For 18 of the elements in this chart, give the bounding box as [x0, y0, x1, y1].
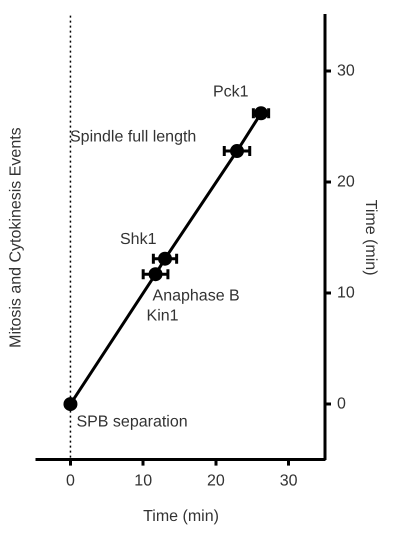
y-tick-label: 10	[337, 284, 355, 302]
x-tick-label: 20	[207, 472, 225, 490]
y-tick-label: 30	[337, 62, 355, 80]
y2-axis-title: Time (min)	[362, 200, 379, 276]
annotation: Pck1	[213, 84, 249, 101]
x-tick-label: 30	[280, 472, 298, 490]
annotation: Shk1	[120, 231, 157, 248]
annotation: Anaphase B	[152, 288, 240, 305]
y-tick-label: 0	[337, 396, 346, 413]
x-tick-label: 0	[66, 472, 75, 490]
annotation: SPB separation	[76, 414, 188, 431]
x-tick-label: 10	[134, 472, 152, 490]
point	[63, 397, 78, 412]
annotation: Spindle full length	[70, 128, 196, 146]
x-axis-title: Time (min)	[143, 508, 219, 525]
y-tick-label: 20	[337, 174, 355, 191]
y-axis-title: Mitosis and Cytokinesis Events	[7, 127, 24, 348]
annotation: Kin1	[146, 308, 179, 325]
